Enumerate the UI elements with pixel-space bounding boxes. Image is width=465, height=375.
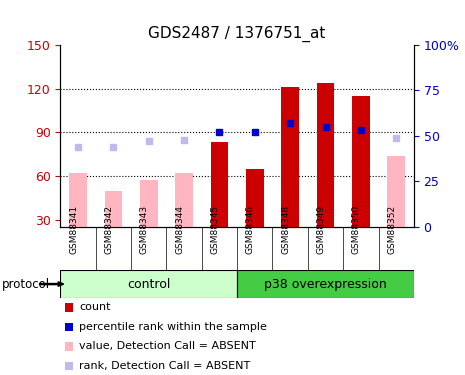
Text: GSM88345: GSM88345 (211, 204, 219, 254)
Text: control: control (127, 278, 171, 291)
Text: GSM88343: GSM88343 (140, 204, 149, 254)
Bar (211, 142, 228, 227)
Bar (69, 173, 87, 227)
Text: rank, Detection Call = ABSENT: rank, Detection Call = ABSENT (79, 361, 250, 371)
Text: GSM88348: GSM88348 (281, 204, 290, 254)
Text: GSM88346: GSM88346 (246, 204, 255, 254)
Bar (140, 180, 158, 227)
Title: GDS2487 / 1376751_at: GDS2487 / 1376751_at (148, 26, 326, 42)
Bar (387, 156, 405, 227)
Text: protocol: protocol (2, 278, 50, 291)
Bar (317, 83, 334, 227)
Text: count: count (79, 303, 111, 312)
Bar (60, 270, 237, 298)
Bar (237, 270, 414, 298)
Bar (175, 173, 193, 227)
Text: GSM88342: GSM88342 (105, 204, 113, 254)
Text: GSM88349: GSM88349 (317, 204, 326, 254)
Text: percentile rank within the sample: percentile rank within the sample (79, 322, 267, 332)
Bar (105, 190, 122, 227)
Bar (246, 169, 264, 227)
Text: GSM88341: GSM88341 (69, 204, 78, 254)
Text: GSM88352: GSM88352 (387, 204, 396, 254)
Text: p38 overexpression: p38 overexpression (264, 278, 387, 291)
Text: value, Detection Call = ABSENT: value, Detection Call = ABSENT (79, 342, 256, 351)
Bar (352, 96, 370, 227)
Text: GSM88350: GSM88350 (352, 204, 361, 254)
Bar (281, 87, 299, 227)
Text: GSM88344: GSM88344 (175, 204, 184, 254)
